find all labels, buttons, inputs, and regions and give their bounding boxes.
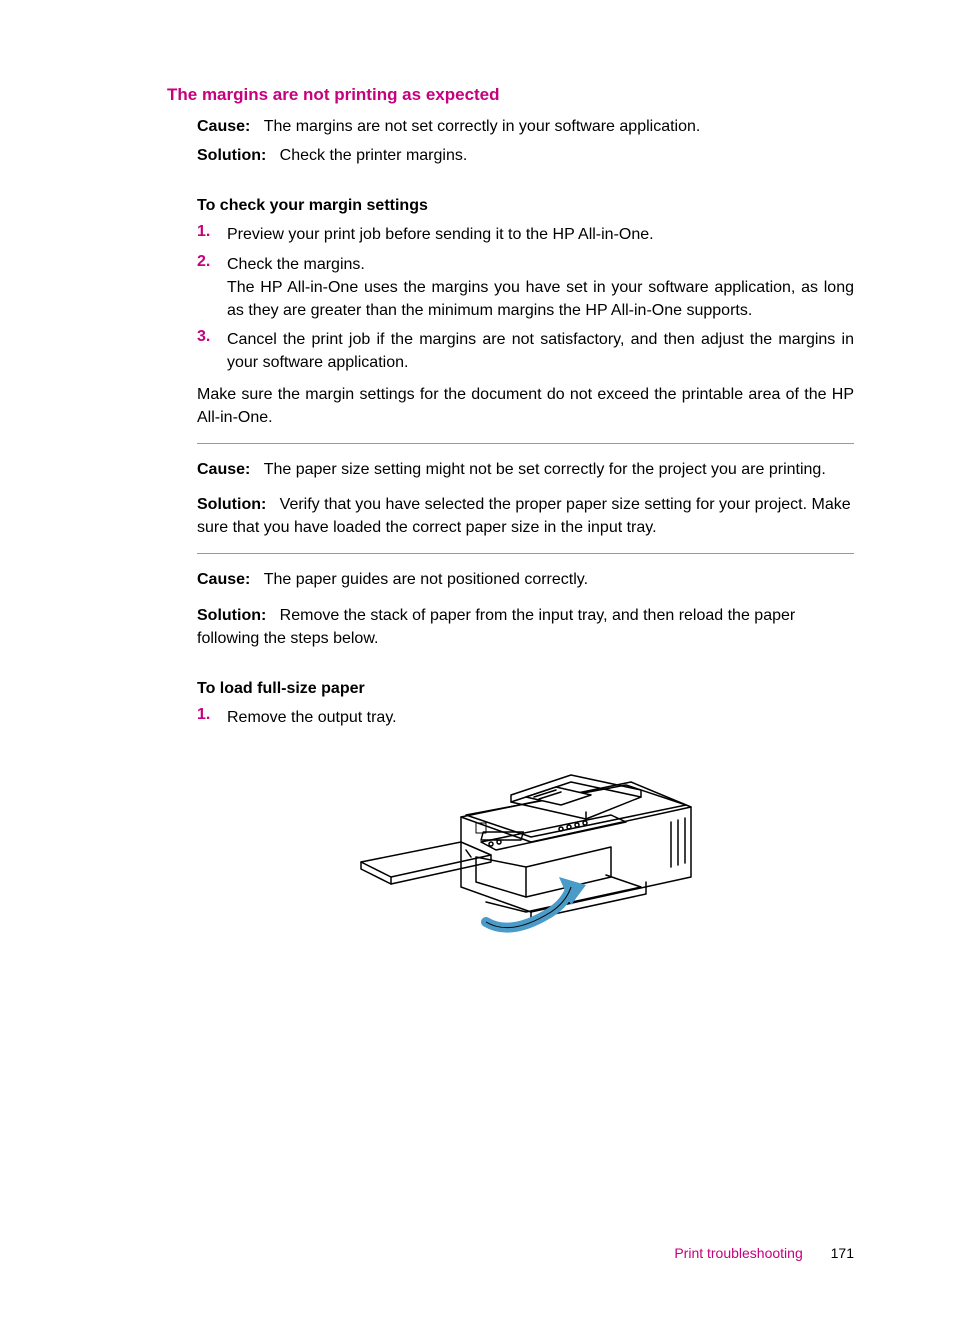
solution-para-3: Solution: Remove the stack of paper from… bbox=[197, 604, 854, 650]
content-block-1: Cause: The margins are not set correctly… bbox=[197, 115, 854, 947]
solution-text-2: Verify that you have selected the proper… bbox=[197, 496, 851, 536]
cause-para-1: Cause: The margins are not set correctly… bbox=[197, 115, 854, 138]
list-item: 2. Check the margins. The HP All-in-One … bbox=[197, 253, 854, 323]
footer-section: Print troubleshooting bbox=[674, 1245, 802, 1261]
list-item: 3. Cancel the print job if the margins a… bbox=[197, 328, 854, 374]
footer-page-number: 171 bbox=[831, 1245, 854, 1261]
solution-label-3: Solution: bbox=[197, 607, 266, 624]
followup-para-1: Make sure the margin settings for the do… bbox=[197, 383, 854, 429]
list-text-line1: Check the margins. bbox=[227, 256, 365, 273]
cause-label-2: Cause: bbox=[197, 461, 250, 478]
cause-para-2: Cause: The paper size setting might not … bbox=[197, 458, 854, 481]
list-number: 3. bbox=[197, 328, 227, 374]
cause-text-3: The paper guides are not positioned corr… bbox=[264, 571, 588, 588]
list-text: Preview your print job before sending it… bbox=[227, 223, 854, 246]
section-title: The margins are not printing as expected bbox=[167, 85, 854, 105]
divider bbox=[197, 443, 854, 444]
list-number: 1. bbox=[197, 706, 227, 729]
list-text: Check the margins. The HP All-in-One use… bbox=[227, 253, 854, 323]
list-text: Cancel the print job if the margins are … bbox=[227, 328, 854, 374]
list-number: 1. bbox=[197, 223, 227, 246]
list-item: 1. Preview your print job before sending… bbox=[197, 223, 854, 246]
solution-label-1: Solution: bbox=[197, 147, 266, 164]
list-item: 1. Remove the output tray. bbox=[197, 706, 854, 729]
list-number: 2. bbox=[197, 253, 227, 323]
cause-label-1: Cause: bbox=[197, 118, 250, 135]
load-paper-list: 1. Remove the output tray. bbox=[197, 706, 854, 729]
cause-text-2: The paper size setting might not be set … bbox=[264, 461, 826, 478]
cause-para-3: Cause: The paper guides are not position… bbox=[197, 568, 854, 591]
check-margins-list: 1. Preview your print job before sending… bbox=[197, 223, 854, 374]
solution-para-2: Solution: Verify that you have selected … bbox=[197, 493, 854, 539]
list-text-line2: The HP All-in-One uses the margins you h… bbox=[227, 276, 854, 322]
page-footer: Print troubleshooting 171 bbox=[674, 1245, 854, 1261]
subsection-title-2: To load full-size paper bbox=[197, 680, 854, 698]
solution-text-3: Remove the stack of paper from the input… bbox=[197, 607, 795, 647]
cause-text-1: The margins are not set correctly in you… bbox=[264, 118, 701, 135]
printer-illustration-icon bbox=[331, 747, 721, 947]
subsection-title-1: To check your margin settings bbox=[197, 197, 854, 215]
divider bbox=[197, 553, 854, 554]
cause-label-3: Cause: bbox=[197, 571, 250, 588]
solution-text-1: Check the printer margins. bbox=[280, 147, 468, 164]
solution-para-1: Solution: Check the printer margins. bbox=[197, 144, 854, 167]
list-text: Remove the output tray. bbox=[227, 706, 854, 729]
solution-label-2: Solution: bbox=[197, 496, 266, 513]
